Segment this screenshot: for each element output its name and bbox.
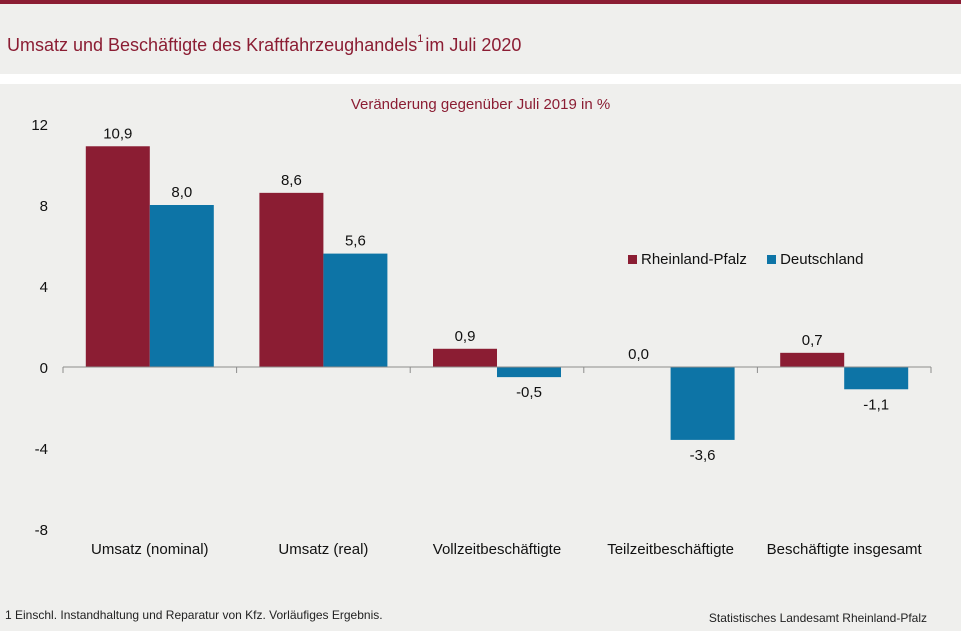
bar-deutschland <box>844 367 909 390</box>
chart-legend: Rheinland-Pfalz Deutschland <box>628 251 879 268</box>
data-label: 0,7 <box>802 332 823 349</box>
x-tick-label: Umsatz (nominal) <box>91 541 209 558</box>
header-divider <box>0 74 961 84</box>
title-suffix: im Juli 2020 <box>425 35 522 55</box>
y-tick-label: 0 <box>40 360 48 377</box>
legend-item-rheinland-pfalz: Rheinland-Pfalz <box>628 251 747 268</box>
y-tick-label: 4 <box>40 279 48 296</box>
legend-swatch-rheinland-pfalz <box>628 255 637 264</box>
bar-rheinland-pfalz <box>85 146 150 367</box>
chart-subtitle: Veränderung gegenüber Juli 2019 in % <box>350 96 611 113</box>
data-label: -3,6 <box>690 447 716 464</box>
data-label: 0,9 <box>455 328 476 345</box>
y-tick-label: -4 <box>35 441 48 458</box>
bar-rheinland-pfalz <box>780 352 845 367</box>
legend-swatch-deutschland <box>767 255 777 264</box>
x-tick-label: Umsatz (real) <box>278 541 368 558</box>
title-text: Umsatz und Beschäftigte des Kraftfahrzeu… <box>7 35 418 55</box>
data-label: 10,9 <box>103 125 132 142</box>
data-label: 8,6 <box>281 172 302 189</box>
bar-rheinland-pfalz <box>259 192 324 367</box>
page-title: Umsatz und Beschäftigte des Kraftfahrzeu… <box>7 33 522 56</box>
data-label: -1,1 <box>863 396 889 413</box>
data-label: 0,0 <box>628 346 649 363</box>
bar-deutschland <box>497 367 561 378</box>
legend-item-deutschland: Deutschland <box>767 251 863 268</box>
bar-deutschland <box>149 205 214 367</box>
y-tick-label: -8 <box>35 522 48 539</box>
x-tick-label: Vollzeitbeschäftigte <box>433 541 561 558</box>
title-footnote-mark: 1 <box>417 33 424 45</box>
bar-deutschland <box>323 253 388 367</box>
top-accent-bar <box>0 0 961 4</box>
source-credit: Statistisches Landesamt Rheinland-Pfalz <box>708 611 927 625</box>
bar-rheinland-pfalz <box>433 348 497 367</box>
x-tick-label: Teilzeitbeschäftigte <box>607 541 734 558</box>
header: Umsatz und Beschäftigte des Kraftfahrzeu… <box>0 4 961 76</box>
data-label: 8,0 <box>171 184 192 201</box>
y-tick-label: 12 <box>31 117 48 134</box>
data-label: -0,5 <box>516 384 542 401</box>
bar-deutschland <box>670 367 735 440</box>
y-tick-label: 8 <box>40 198 48 215</box>
legend-label-deutschland: Deutschland <box>780 251 864 268</box>
legend-label-rheinland-pfalz: Rheinland-Pfalz <box>641 251 747 268</box>
footnote: 1 Einschl. Instandhaltung und Reparatur … <box>5 608 383 622</box>
data-label: 5,6 <box>345 233 366 250</box>
x-tick-label: Beschäftigte insgesamt <box>767 541 923 558</box>
